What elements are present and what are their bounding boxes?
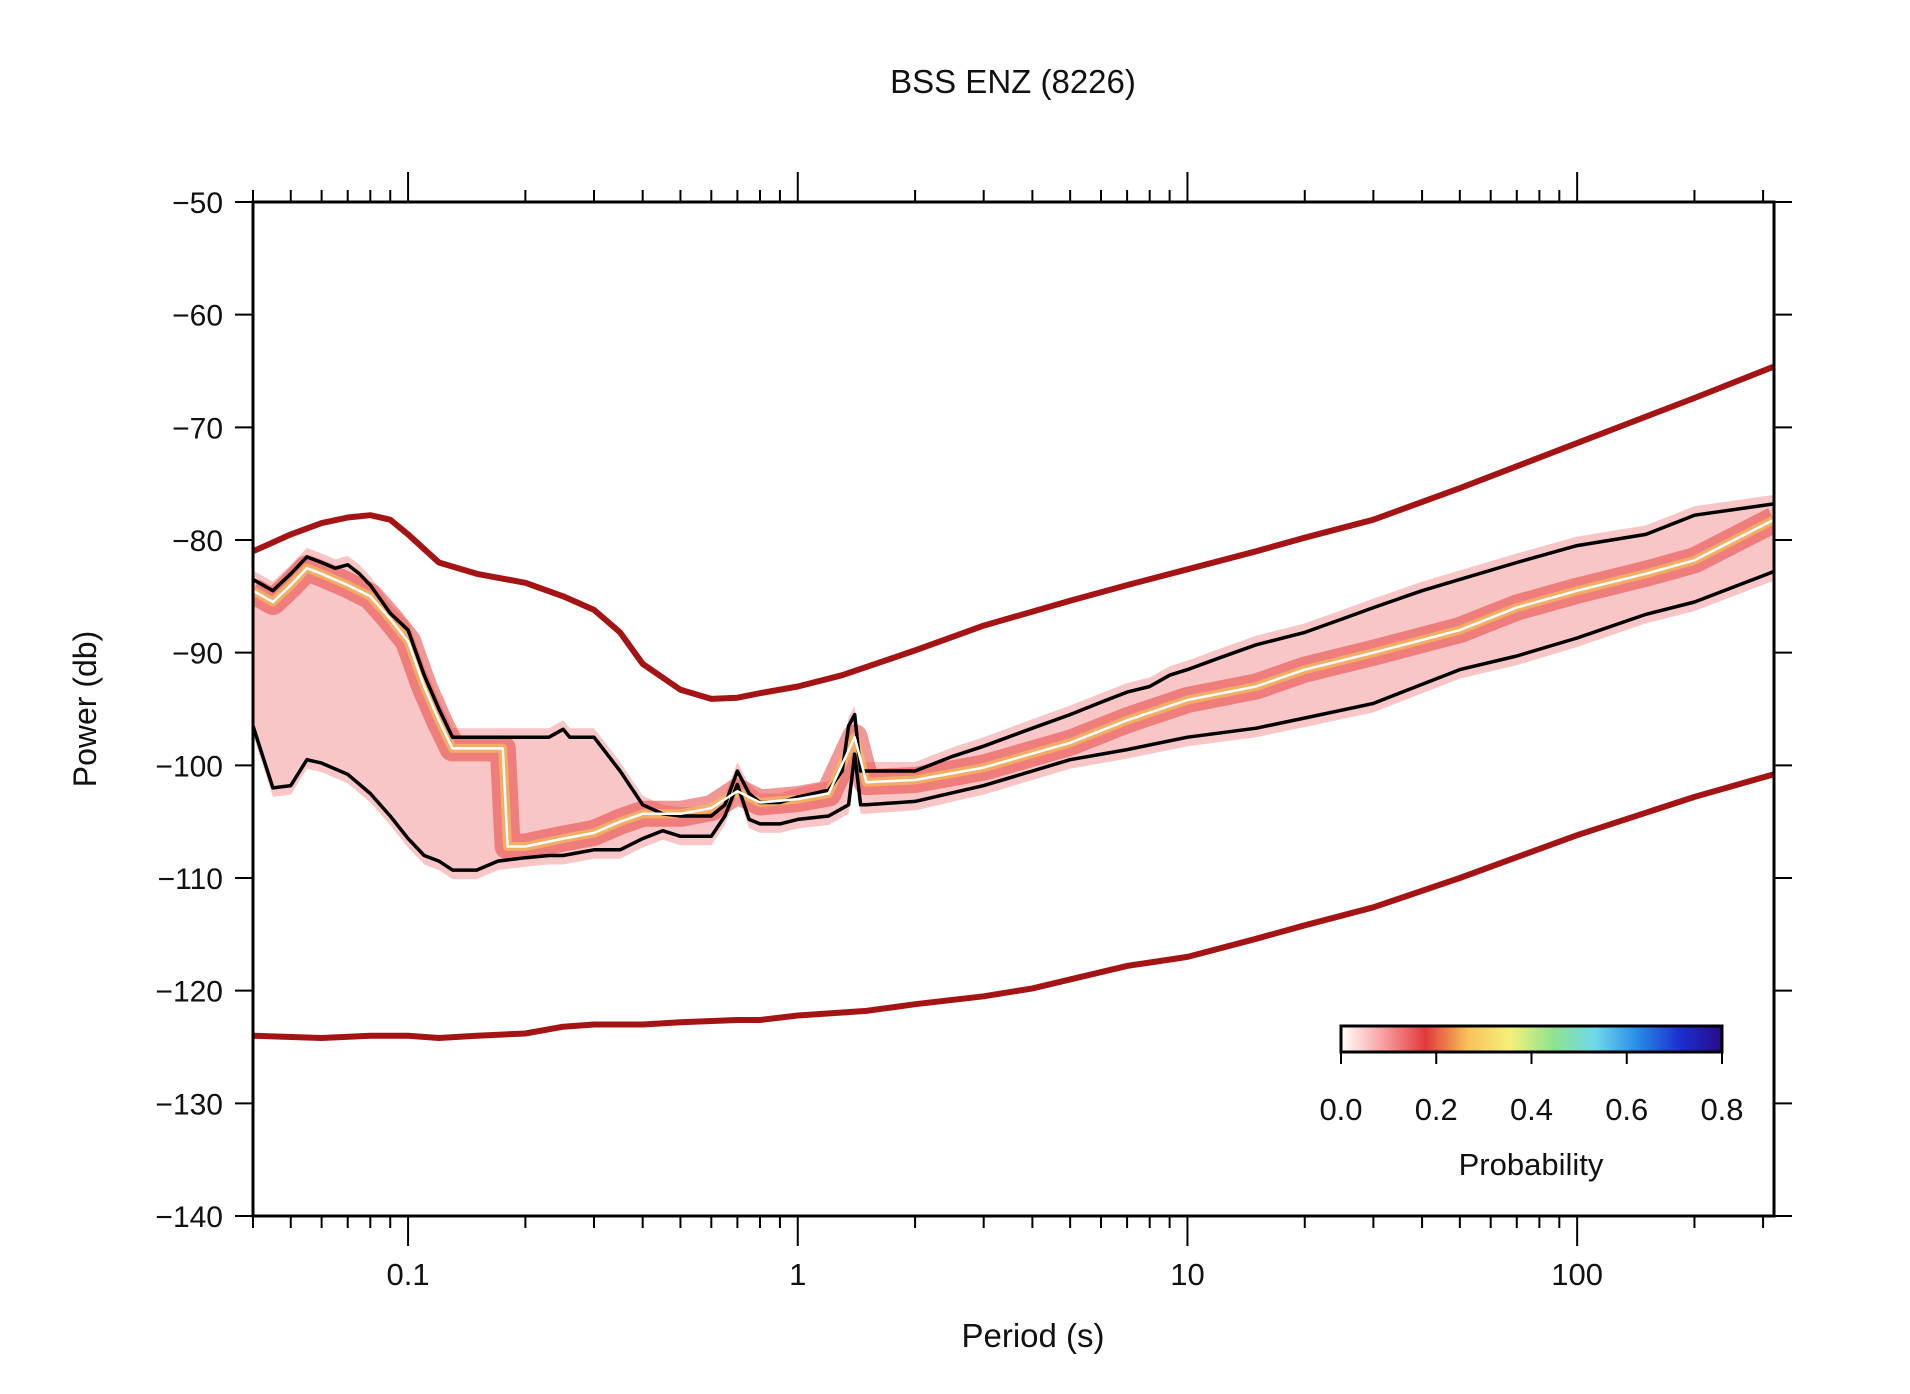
chart-title: BSS ENZ (8226) (890, 63, 1136, 100)
colorbar-tick-label: 0.0 (1319, 1092, 1362, 1127)
series-layer (253, 363, 1774, 1041)
x-tick-label: 0.1 (387, 1257, 430, 1292)
series-lower-percentile (253, 569, 1774, 872)
y-tick-label: −130 (155, 1088, 223, 1121)
colorbar-gradient (1339, 1024, 1724, 1054)
series-low-noise-model (253, 771, 1774, 1041)
axis-ticks: −50 −60 −70 −80 −90 −100 −110 −120 −130 −140 0.1 1 1… (155, 172, 1792, 1292)
colorbar-tick-label: 0.8 (1700, 1092, 1743, 1127)
colorbar-label: Probability (1459, 1147, 1604, 1182)
y-tick-label: −50 (172, 187, 223, 220)
y-tick-label: −140 (155, 1201, 223, 1234)
x-tick-label: 10 (1170, 1257, 1204, 1292)
plot-frame (251, 200, 1776, 1218)
y-tick-label: −110 (158, 863, 223, 896)
colorbar-ticks: 0.0 0.2 0.4 0.6 0.8 (1319, 1052, 1744, 1127)
y-tick-label: −60 (172, 300, 223, 333)
pdf-band-outer (253, 494, 1774, 880)
x-tick-label: 1 (789, 1257, 806, 1292)
pdf-density-band (253, 494, 1774, 880)
series-mode (253, 518, 1774, 848)
series-high-noise-model (253, 363, 1774, 702)
x-tick-label: 100 (1551, 1257, 1603, 1292)
colorbar-tick-label: 0.4 (1510, 1092, 1553, 1127)
y-axis-label: Power (db) (67, 631, 103, 788)
y-tick-label: −70 (172, 412, 223, 445)
y-tick-label: −90 (172, 638, 223, 671)
x-axis-label: Period (s) (961, 1317, 1104, 1354)
y-tick-label: −80 (172, 525, 223, 558)
colorbar-tick-label: 0.6 (1605, 1092, 1648, 1127)
colorbar-tick-label: 0.2 (1415, 1092, 1458, 1127)
y-tick-label: −120 (155, 976, 223, 1009)
y-tick-label: −100 (155, 750, 223, 783)
colorbar: 0.0 0.2 0.4 0.6 0.8 Probability (1319, 1024, 1744, 1182)
